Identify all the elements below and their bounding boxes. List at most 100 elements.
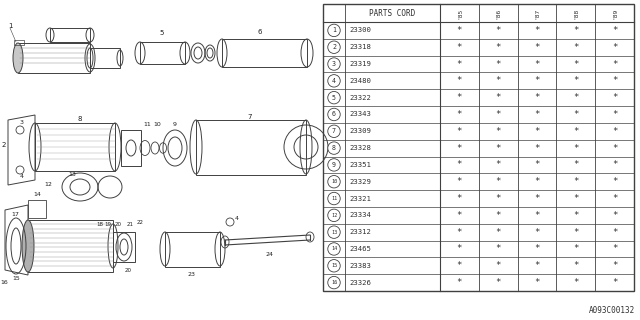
Text: *: * [495,76,501,85]
Text: *: * [573,26,579,35]
Text: 1: 1 [8,23,12,29]
Text: *: * [495,261,501,270]
Text: 21: 21 [127,222,134,228]
Text: *: * [495,228,501,237]
Text: 12: 12 [44,182,52,188]
Text: *: * [534,244,540,253]
Text: *: * [534,76,540,85]
Circle shape [328,175,340,188]
Text: *: * [495,244,501,253]
Text: *: * [573,93,579,102]
Text: 4: 4 [332,78,336,84]
Text: *: * [457,76,462,85]
Text: 23: 23 [188,273,196,277]
Text: *: * [534,60,540,68]
Text: 23383: 23383 [349,263,371,269]
Text: *: * [495,26,501,35]
Text: *: * [534,160,540,169]
Text: 23326: 23326 [349,280,371,285]
Text: *: * [612,261,618,270]
Text: *: * [534,43,540,52]
Text: '86: '86 [496,7,500,19]
Text: *: * [534,194,540,203]
Text: *: * [573,211,579,220]
Circle shape [328,41,340,53]
Text: 10: 10 [153,123,161,127]
Text: *: * [612,60,618,68]
Text: *: * [457,43,462,52]
Circle shape [328,108,340,121]
Text: *: * [457,93,462,102]
Text: *: * [573,110,579,119]
Text: *: * [495,194,501,203]
Text: 23322: 23322 [349,95,371,101]
Text: '85: '85 [457,7,462,19]
Text: *: * [612,160,618,169]
Bar [28,200,46,218]
Text: PARTS CORD: PARTS CORD [369,9,415,18]
Text: 23480: 23480 [349,78,371,84]
Circle shape [328,276,340,289]
Text: 22: 22 [136,220,143,225]
Text: 15: 15 [331,263,337,268]
Text: *: * [612,43,618,52]
Text: *: * [457,26,462,35]
Bar [18,43,90,73]
Ellipse shape [22,220,34,272]
Text: 3: 3 [20,121,24,125]
Text: *: * [573,194,579,203]
Text: *: * [573,244,579,253]
Text: 5: 5 [160,30,164,36]
Bar [121,130,141,166]
Text: *: * [457,160,462,169]
Text: 13: 13 [331,230,337,235]
Text: *: * [612,76,618,85]
Text: *: * [495,211,501,220]
Text: *: * [457,278,462,287]
Text: *: * [495,43,501,52]
Circle shape [328,24,340,36]
Bar [90,48,120,68]
Text: *: * [612,93,618,102]
Text: 7: 7 [332,128,336,134]
Text: *: * [457,244,462,253]
Text: *: * [495,160,501,169]
Text: 2: 2 [332,44,336,50]
Text: 7: 7 [248,114,252,120]
Text: 23329: 23329 [349,179,371,185]
Text: 6: 6 [258,29,262,35]
Text: *: * [573,228,579,237]
Text: *: * [495,93,501,102]
Text: 23309: 23309 [349,128,371,134]
Text: *: * [457,60,462,68]
Text: 9: 9 [332,162,336,168]
Circle shape [328,243,340,255]
Bar [323,4,634,291]
Text: *: * [573,278,579,287]
Text: 1: 1 [332,28,336,33]
Circle shape [328,75,340,87]
Text: 14: 14 [331,246,337,252]
Text: *: * [612,211,618,220]
Text: *: * [457,177,462,186]
Circle shape [328,92,340,104]
Text: *: * [612,244,618,253]
Text: *: * [457,211,462,220]
Text: 4: 4 [235,215,239,220]
Text: *: * [612,194,618,203]
Text: 15: 15 [12,276,20,281]
Text: *: * [612,26,618,35]
Text: *: * [573,160,579,169]
Text: *: * [457,228,462,237]
Text: 4: 4 [20,174,24,180]
Text: *: * [534,110,540,119]
Text: 23328: 23328 [349,145,371,151]
Text: 19: 19 [104,222,111,228]
Ellipse shape [13,43,23,73]
Text: 23321: 23321 [349,196,371,202]
Text: '87: '87 [534,7,540,19]
Bar [140,42,185,64]
Bar [165,232,220,267]
Text: *: * [573,177,579,186]
Text: *: * [534,127,540,136]
